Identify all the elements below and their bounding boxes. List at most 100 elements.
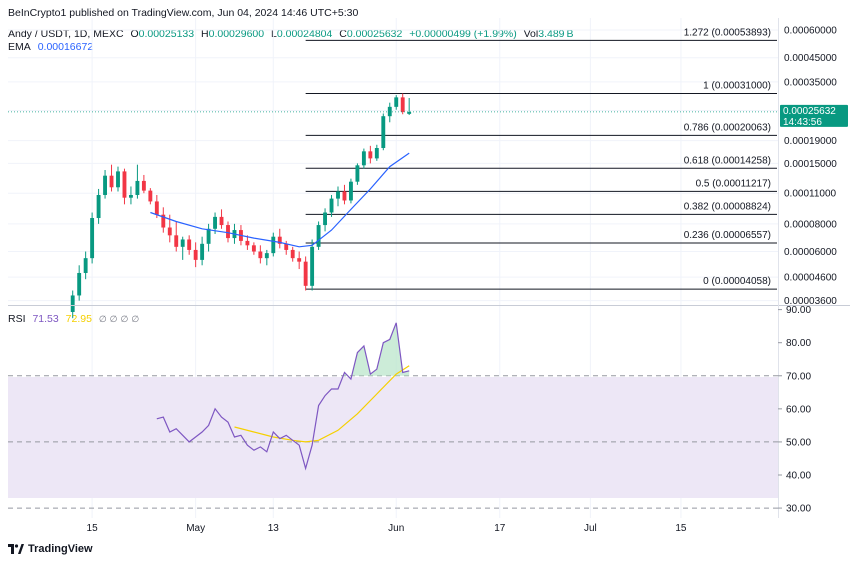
price-axis: 0.000600000.000450000.000350000.00026000… <box>784 26 837 308</box>
time-tick-label: Jul <box>584 523 597 534</box>
fib-level-label: 0 (0.00004058) <box>703 276 771 287</box>
candle-body <box>122 171 127 198</box>
close-label: C <box>339 28 347 40</box>
rsi-tick-label: 40.00 <box>786 471 811 482</box>
time-tick-label: 15 <box>87 523 99 534</box>
chart-svg[interactable]: 1.272 (0.00053893) 1 (0.00031000) 0.786 (0… <box>0 0 850 540</box>
price-tick-label: 0.00008000 <box>784 219 837 230</box>
rsi-overbought-fill <box>343 322 410 376</box>
candle-body <box>264 253 269 259</box>
candle-body <box>90 218 95 259</box>
fib-levels: 1.272 (0.00053893) 1 (0.00031000) 0.786 (0… <box>305 27 777 290</box>
high-value: 0.00029600 <box>208 28 265 40</box>
open-value: 0.00025133 <box>138 28 195 40</box>
time-tick-label: May <box>186 523 205 534</box>
rsi-label: RSI <box>8 313 26 325</box>
candle-body <box>245 240 250 246</box>
tradingview-brand: TradingView <box>28 543 93 555</box>
tradingview-logo[interactable]: TradingView <box>8 543 93 555</box>
last-price-label: 0.00025632 14:43:56 <box>780 104 848 128</box>
candle-body <box>103 175 107 195</box>
rsi-tick-label: 50.00 <box>786 437 811 448</box>
rsi-hidden-values-icon: ∅∅∅∅ <box>98 314 143 324</box>
candle-body <box>349 181 353 201</box>
fib-level-label: 0.382 (0.00008824) <box>684 201 771 212</box>
candle-body <box>361 151 366 166</box>
candle-body <box>70 295 75 312</box>
fib-level-label: 1 (0.00031000) <box>703 81 771 92</box>
time-tick-label: 15 <box>675 523 687 534</box>
candle-body <box>329 198 334 213</box>
candle-body <box>154 201 159 215</box>
candle-body <box>303 261 308 286</box>
candle-body <box>336 191 340 199</box>
price-tick-label: 0.00019000 <box>784 136 837 147</box>
time-tick-label: 13 <box>268 523 280 534</box>
last-price-value: 0.00025632 <box>783 106 836 117</box>
volume-unit: B <box>566 28 574 40</box>
ema-legend[interactable]: EMA 0.00016672 <box>8 41 97 53</box>
candle-body <box>219 216 224 226</box>
close-value: 0.00025632 <box>346 28 403 40</box>
candle-body <box>213 216 217 229</box>
publisher-line: BeInCrypto1 published on TradingView.com… <box>8 7 359 19</box>
volume-value: 3.489 <box>538 28 565 40</box>
candle-body <box>161 214 166 228</box>
candle-body <box>83 258 88 273</box>
fib-level-label: 0.236 (0.00006557) <box>684 230 771 241</box>
ema-label: EMA <box>8 41 31 53</box>
rsi-tick-label: 60.00 <box>786 404 811 415</box>
tradingview-logo-icon <box>8 544 24 554</box>
candle-body <box>284 243 289 250</box>
price-tick-label: 0.00060000 <box>784 26 837 37</box>
candle-body <box>77 272 82 296</box>
change-value: +0.00000499 (+1.99%) <box>409 28 517 40</box>
rsi-tick-label: 30.00 <box>786 504 811 515</box>
rsi-ma-line <box>234 365 410 443</box>
rsi-level-lines <box>8 375 778 509</box>
candle-body <box>310 246 315 286</box>
rsi-band <box>8 377 778 498</box>
candle-body <box>297 258 302 262</box>
candle-body <box>174 235 179 247</box>
rsi-legend[interactable]: RSI 71.53 72.95 ∅∅∅∅ <box>8 313 146 325</box>
candle-body <box>116 171 120 188</box>
fib-level-label: 1.272 (0.00053893) <box>684 27 771 38</box>
candle-body <box>109 175 114 188</box>
candle-body <box>342 191 347 201</box>
fib-level-label: 0.5 (0.00011217) <box>696 178 771 189</box>
candle-body <box>206 228 211 244</box>
fib-level-label: 0.786 (0.00020063) <box>684 122 771 133</box>
candle-body <box>407 111 412 114</box>
candle-body <box>277 236 282 244</box>
candle-body <box>148 190 153 202</box>
time-axis: 15 May 13 Jun 17 Jul 15 <box>87 523 687 534</box>
candle-body <box>135 180 140 195</box>
candle-body <box>187 239 192 250</box>
price-tick-label: 0.00011000 <box>784 189 837 200</box>
candle-body <box>193 249 198 260</box>
symbol-name[interactable]: Andy / USDT, 1D, MEXC <box>8 28 124 40</box>
candle-body <box>368 151 373 159</box>
price-tick-label: 0.00006000 <box>784 247 837 258</box>
ema-value: 0.00016672 <box>37 41 94 53</box>
candle-body <box>141 180 146 191</box>
candle-body <box>180 239 185 247</box>
time-tick-label: 17 <box>494 523 506 534</box>
rsi-tick-label: 70.00 <box>786 371 811 382</box>
candle-body <box>96 194 101 219</box>
last-price-countdown: 14:43:56 <box>783 117 822 128</box>
low-label: L <box>271 28 277 40</box>
volume-label: Vol <box>523 28 539 40</box>
candle-body <box>374 148 379 159</box>
price-tick-label: 0.00045000 <box>784 53 837 64</box>
low-value: 0.00024804 <box>276 28 333 40</box>
rsi-tick-label: 80.00 <box>786 338 811 349</box>
candle-body <box>251 245 256 252</box>
candle-body <box>400 97 405 112</box>
grid-lines <box>8 18 778 518</box>
ema-line <box>150 152 410 248</box>
candle-body <box>394 97 399 107</box>
high-label: H <box>201 28 209 40</box>
price-tick-label: 0.00003600 <box>784 296 837 307</box>
